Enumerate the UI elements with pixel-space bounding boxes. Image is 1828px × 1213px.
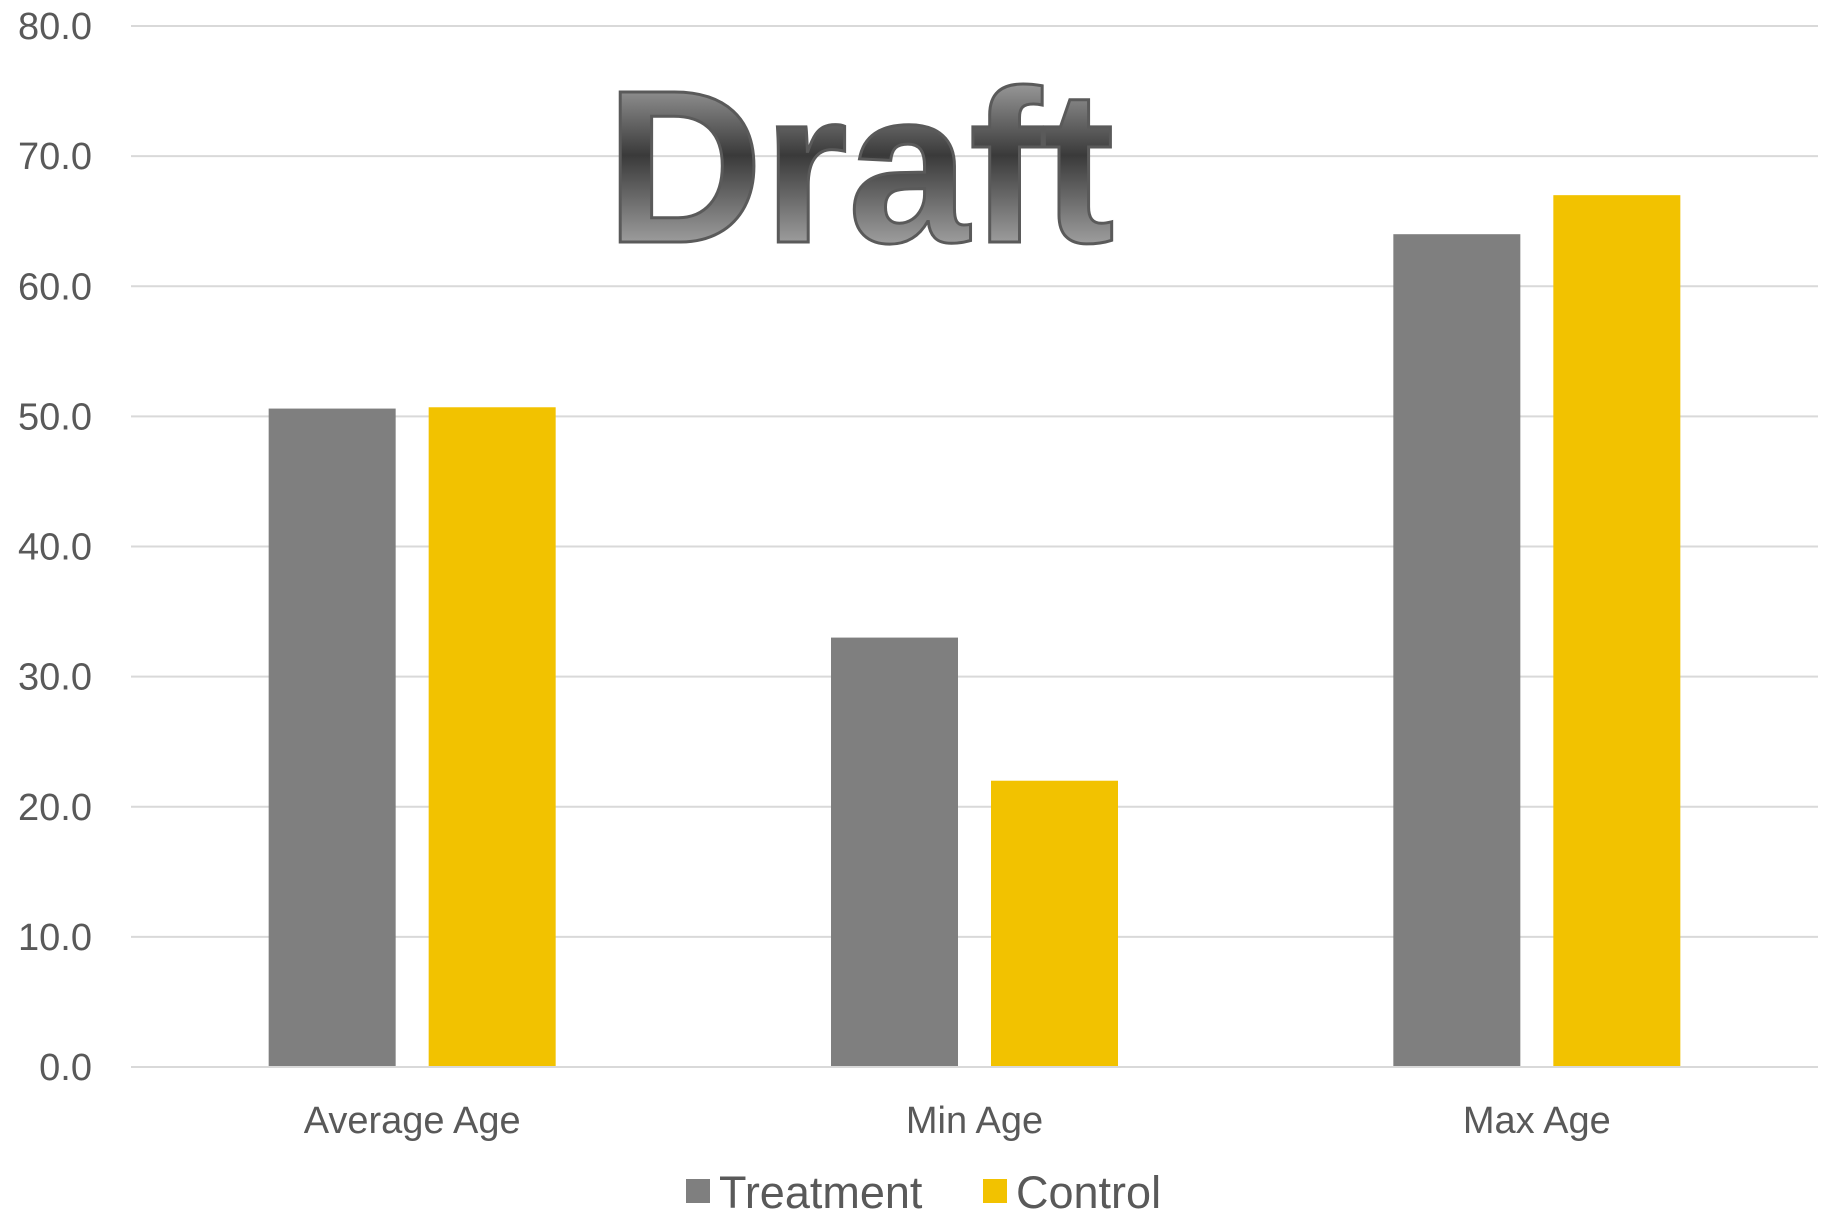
x-category-label: Max Age: [1463, 1100, 1611, 1142]
y-tick-label: 80.0: [18, 6, 92, 48]
y-tick-label: 0.0: [39, 1047, 92, 1089]
bar-treatment-average-age: [268, 408, 396, 1067]
bars: [268, 195, 1681, 1068]
legend-swatch-treatment: [686, 1179, 710, 1203]
bar-control-average-age: [428, 407, 556, 1067]
bar-treatment-min-age: [831, 637, 958, 1067]
y-tick-label: 60.0: [18, 266, 92, 308]
legend-swatch-control: [983, 1179, 1007, 1203]
y-tick-label: 40.0: [18, 527, 92, 569]
y-tick-label: 10.0: [18, 917, 92, 959]
y-tick-label: 20.0: [18, 787, 92, 829]
y-tick-label: 70.0: [18, 136, 92, 178]
legend-label-treatment: Treatment: [719, 1167, 923, 1213]
x-category-label: Average Age: [304, 1100, 521, 1142]
y-axis-tick-labels: 0.0 10.0 20.0 30.0 40.0 50.0 60.0 70.0 80.0: [18, 6, 92, 1089]
gridlines: [131, 25, 1818, 938]
x-category-label: Min Age: [906, 1100, 1043, 1142]
bar-control-min-age: [991, 780, 1118, 1067]
y-tick-label: 30.0: [18, 657, 92, 699]
bar-control-max-age: [1553, 195, 1681, 1068]
y-tick-label: 50.0: [18, 396, 92, 438]
legend: Treatment Control: [686, 1167, 1161, 1213]
draft-watermark: Draft: [606, 46, 1115, 289]
legend-label-control: Control: [1016, 1167, 1161, 1213]
bar-treatment-max-age: [1393, 234, 1521, 1067]
x-axis-category-labels: Average Age Min Age Max Age: [304, 1100, 1611, 1142]
